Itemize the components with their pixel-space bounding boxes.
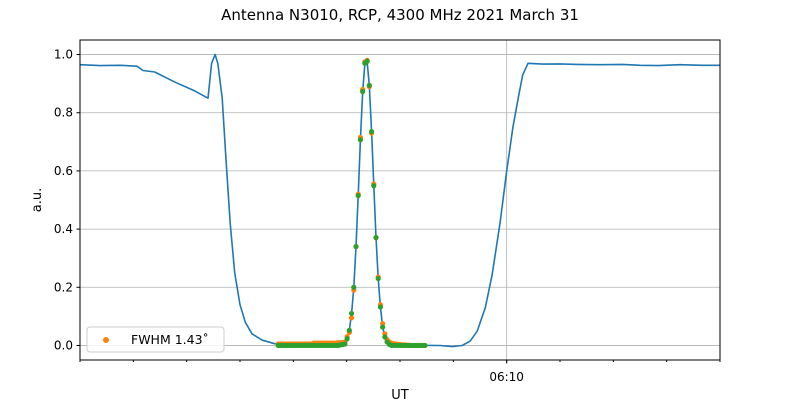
green-point bbox=[355, 193, 361, 199]
y-tick-label: 1.0 bbox=[54, 48, 73, 62]
green-point bbox=[366, 82, 372, 88]
y-tick-label: 0.4 bbox=[54, 222, 73, 236]
x-axis-label: UT bbox=[391, 388, 409, 400]
green-point bbox=[346, 327, 352, 333]
green-point bbox=[364, 58, 370, 64]
legend-marker-orange bbox=[103, 337, 109, 343]
y-tick-label: 0.0 bbox=[54, 338, 73, 352]
y-tick-label: 0.6 bbox=[54, 164, 73, 178]
green-point bbox=[368, 129, 375, 135]
green-point bbox=[373, 234, 379, 241]
green-point bbox=[351, 284, 357, 290]
green-point bbox=[375, 275, 381, 282]
plot-frame bbox=[79, 39, 721, 361]
green-point bbox=[357, 137, 364, 143]
series-layer bbox=[79, 53, 720, 349]
green-point bbox=[422, 342, 428, 349]
grid bbox=[80, 40, 720, 360]
green-point bbox=[382, 334, 388, 340]
green-point bbox=[342, 341, 348, 347]
axis-ticks: 0.0 0.2 0.4 0.6 0.8 1.0 06:10 bbox=[54, 48, 721, 384]
green-point bbox=[348, 310, 355, 317]
y-axis-label: a.u. bbox=[30, 188, 45, 212]
green-point bbox=[353, 243, 359, 250]
green-point bbox=[360, 88, 366, 95]
green-point bbox=[371, 183, 377, 189]
legend-label: FWHM 1.43˚ bbox=[131, 332, 209, 347]
green-point bbox=[377, 304, 384, 310]
y-tick-label: 0.8 bbox=[54, 106, 73, 120]
legend-box bbox=[86, 326, 225, 353]
data-line bbox=[79, 53, 720, 348]
chart-title: Antenna N3010, RCP, 4300 MHz 2021 March … bbox=[221, 6, 579, 24]
y-tick-label: 0.2 bbox=[54, 280, 73, 294]
green-point bbox=[380, 324, 386, 330]
green-point bbox=[344, 336, 350, 342]
orange-point bbox=[348, 315, 355, 321]
legend: FWHM 1.43˚ bbox=[86, 326, 225, 353]
x-tick-label: 06:10 bbox=[489, 370, 524, 384]
